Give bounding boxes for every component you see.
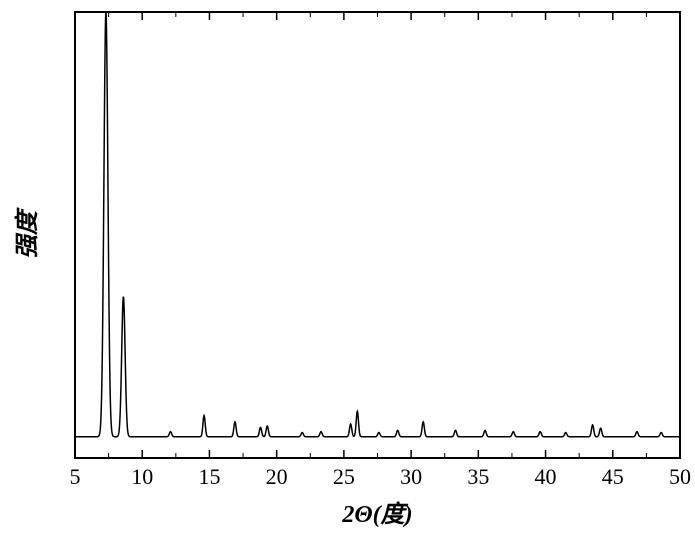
x-tick-label: 30 (400, 464, 422, 489)
x-axis-label: 2Θ(度) (341, 501, 412, 528)
x-tick-label: 25 (333, 464, 355, 489)
x-tick-label: 40 (535, 464, 557, 489)
x-tick-label: 20 (266, 464, 288, 489)
x-tick-label: 10 (131, 464, 153, 489)
xrd-chart: 5 10 15 20 25 30 35 40 45 50 2Θ(度) 强度 (0, 0, 695, 537)
x-tick-label: 5 (70, 464, 81, 489)
x-tick-label: 35 (467, 464, 489, 489)
x-tick-label: 45 (602, 464, 624, 489)
chart-svg: 5 10 15 20 25 30 35 40 45 50 2Θ(度) 强度 (0, 0, 695, 537)
x-tick-label: 50 (669, 464, 691, 489)
y-axis-label: 强度 (14, 207, 41, 259)
x-tick-label: 15 (198, 464, 220, 489)
